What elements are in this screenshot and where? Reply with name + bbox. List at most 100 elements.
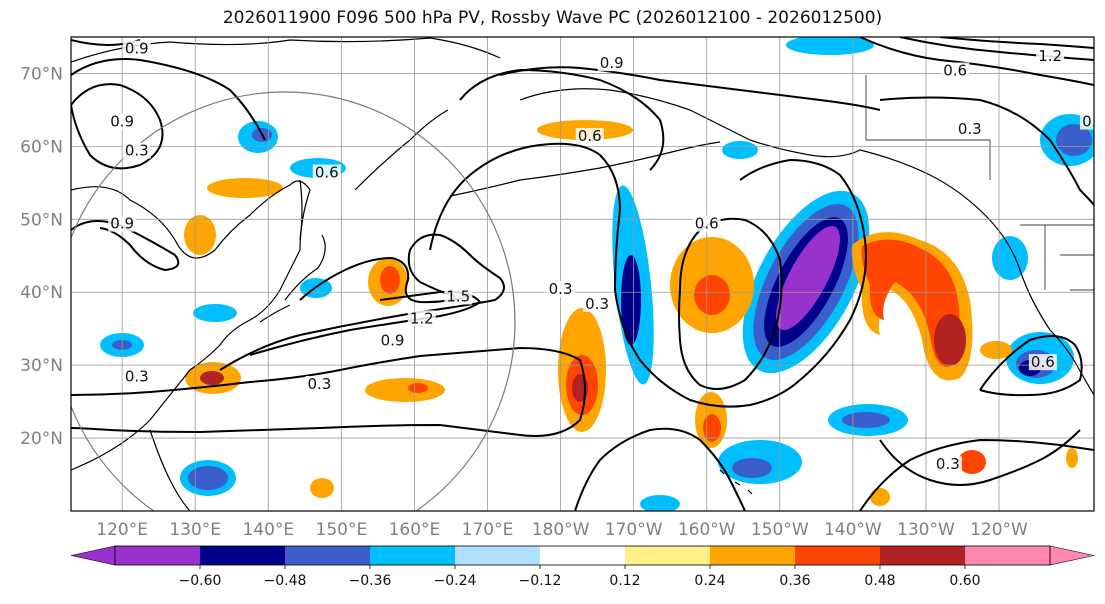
colorbar-under-extension [70,545,116,566]
contour-label-bg [312,164,341,181]
contour-label: 0.6 [1031,353,1055,371]
contour-label-bg [1028,354,1057,371]
contour-big-loop [429,142,867,408]
contour-label-bg [546,281,575,298]
contour-label-bg [444,288,473,305]
contour-labels: 0.9 0.9 0.3 0.6 0.9 0.9 0.6 1.5 1.2 0.9 0.3 0.3 0.3 0… [108,40,1105,473]
lat-label: 30°N [20,356,63,376]
lon-label: 150°E [316,520,368,540]
positive-anomaly-130w-south [958,450,986,474]
contour-label: 0.9 [600,54,624,72]
contour-us-coast [979,335,1083,397]
colorbar-tick-label: −0.12 [519,573,562,589]
lon-label: 140°E [242,520,294,540]
colorbar-ticks: −0.60 −0.48 −0.36 −0.24 −0.12 0.12 0.24 0.36 0.4… [179,565,981,589]
colorbar-segment [200,546,286,565]
lat-label: 20°N [20,429,63,449]
contour-label: 0.6 [578,127,602,145]
colorbar-segment [115,546,201,565]
contour-label: 0.9 [1082,113,1105,131]
negative-anomaly-120w [992,236,1028,280]
colorbar-segment [285,546,371,565]
contour-label-bg [933,456,962,473]
colorbar-tick-label: −0.36 [349,573,392,589]
lon-label: 130°E [169,520,221,540]
contour-label-bg [1080,113,1094,130]
negative-anomaly-132e [193,304,237,322]
contour-arctic-1 [859,37,1094,86]
alaska [519,88,1094,396]
map-panel: 0.9 0.9 0.3 0.6 0.9 0.9 0.6 1.5 1.2 0.9 0.3 0.3 0.3 0… [71,37,1105,511]
positive-anomaly-135e [207,178,283,198]
contour-arctic-3 [939,37,1094,49]
contour-label-bg [407,310,436,327]
contour-label-bg [1036,47,1065,64]
lon-label: 150°W [751,520,809,540]
contour-label: 1.5 [446,288,470,306]
positive-anomaly-155e-inner [408,383,428,393]
lon-label: 160°W [678,520,736,540]
contour-label-bg [122,40,151,57]
colorbar-tick-label: 0.12 [609,573,640,589]
lon-label: 170°E [462,520,514,540]
colorbar-segment [710,546,796,565]
negative-anomaly-core [776,226,840,330]
contour-jet-mid [249,290,482,356]
colorbar-frame [114,545,1051,566]
negative-anomaly-alaska [722,141,758,159]
colorbar-tick-label: −0.48 [264,573,307,589]
reference-circle [71,91,516,511]
contour-label: 1.2 [410,309,434,327]
colorbar-segment [965,546,1051,565]
positive-anomaly-160e-inner [380,266,400,294]
negative-anomaly-arctic [786,37,874,55]
negative-anomaly-170w-inner [621,255,641,345]
contour-label-bg [108,215,137,232]
contour-label-bg [597,55,626,72]
contour-north-pacific [499,66,881,111]
positive-anomaly-160w-inner [694,275,730,315]
contour-east-1 [879,96,1094,206]
colorbar-segment [455,546,541,565]
negative-anomaly-170w-south [640,495,680,511]
lon-label: 140°W [824,520,882,540]
lat-label: 40°N [20,283,63,303]
colorbar-segment [370,546,456,565]
contour-label: 0.9 [110,215,134,233]
coastlines [71,37,1094,511]
contour-label-bg [583,295,612,312]
contour-label: 0.3 [549,280,573,298]
negative-anomaly-130e-south-inner [188,466,228,490]
positive-anomaly-155e [365,378,445,402]
colorbar-tick-label: 0.60 [949,573,980,589]
contour-label: 0.9 [381,331,405,349]
contour-label: 0.9 [110,113,134,131]
contour-jet-inner [299,256,471,304]
contour-aleutian-loop [459,68,665,171]
positive-anomaly-125w [980,341,1012,359]
positive-anomaly-147e [310,478,334,498]
map-title: 2026011900 F096 500 hPa PV, Rossby Wave … [222,8,883,28]
contour-label-bg [122,368,151,385]
aleutians [449,141,721,197]
contour-label-bg [692,215,721,232]
positive-anomaly-165w-inner [703,414,721,442]
contour-label: 0.6 [943,61,967,79]
contour-label: 0.3 [308,375,332,393]
contour-central [574,427,746,511]
colorbar-segment [540,546,626,565]
positive-anomaly-115w [1066,448,1078,468]
philippines [149,429,191,511]
negative-anomaly-canada-inner [1056,124,1092,156]
negative-anomaly-140w-south-inner [842,412,890,428]
contour-south-east [859,438,1094,511]
colorbar-segment [795,546,881,565]
positive-anomaly-140w-south [870,488,890,506]
negative-anomaly-south-inner [732,458,772,478]
longitude-axis-labels: 120°E 130°E 140°E 150°E 160°E 170°E 180°W 170°W… [96,520,1028,540]
contour-label: 0.3 [585,295,609,313]
colorbar-tick-label: 0.36 [779,573,810,589]
contour-label: 0.9 [125,40,149,58]
colorbar [70,545,1095,566]
